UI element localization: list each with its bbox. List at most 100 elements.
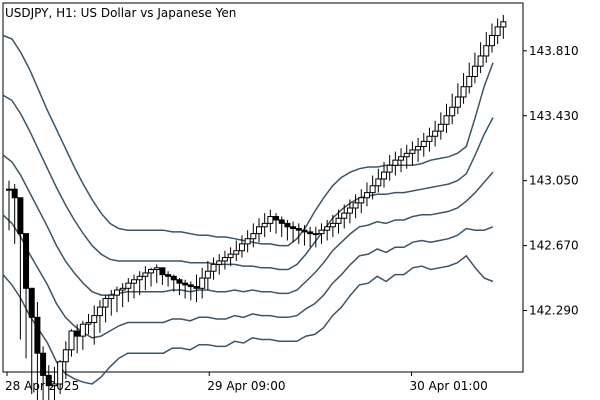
- band-middle: [2, 154, 494, 296]
- candle-body: [454, 96, 461, 108]
- candle-body: [113, 289, 120, 296]
- candle-body: [369, 185, 376, 194]
- candle-body: [142, 272, 149, 277]
- candle-body: [437, 123, 444, 132]
- candle-body: [17, 197, 24, 235]
- candle-body: [494, 26, 501, 36]
- candle-body: [182, 282, 189, 286]
- y-tick-label: 143.430: [529, 109, 579, 123]
- candle-body: [290, 226, 297, 230]
- candle-body: [483, 45, 490, 57]
- candle-body: [443, 115, 450, 125]
- candle-body: [216, 260, 223, 265]
- candle-body: [256, 226, 262, 235]
- candle-body: [409, 149, 416, 154]
- candle-body: [318, 229, 325, 235]
- candle-body: [284, 222, 291, 228]
- candle-body: [91, 315, 98, 323]
- candle-body: [68, 330, 75, 351]
- candle-body: [301, 229, 308, 233]
- candle-body: [415, 146, 422, 151]
- band-upper-1: [2, 94, 494, 271]
- candle-body: [23, 233, 30, 289]
- x-tick-label: 30 Apr 01:00: [409, 379, 487, 393]
- y-tick-label: 143.050: [529, 174, 579, 188]
- candle-body: [466, 75, 473, 88]
- candle-body: [403, 152, 410, 158]
- candle-body: [131, 279, 137, 284]
- candle-body: [204, 270, 211, 279]
- y-tick-label: 143.810: [529, 44, 579, 58]
- candle-body: [329, 222, 336, 228]
- candle-body: [187, 284, 194, 288]
- candle-body: [250, 233, 257, 240]
- y-tick-label: 142.670: [529, 239, 579, 253]
- candle-body: [420, 140, 427, 147]
- candle-body: [148, 269, 155, 274]
- candle-body: [45, 374, 52, 387]
- candle-body: [381, 171, 387, 180]
- candle-body: [170, 275, 177, 281]
- candle-body: [358, 197, 365, 204]
- candle-body: [28, 287, 35, 318]
- candle-body: [62, 349, 69, 363]
- candle-body: [312, 233, 319, 236]
- candle-body: [426, 135, 433, 142]
- candle-body: [398, 156, 405, 161]
- candle-body: [6, 188, 12, 191]
- x-tick-label: 29 Apr 09:00: [207, 379, 285, 393]
- candle-body: [386, 164, 393, 173]
- candle-body: [244, 238, 251, 245]
- candle-body: [278, 219, 285, 224]
- candle-body: [238, 243, 245, 252]
- candle-body: [79, 323, 86, 337]
- candle-body: [375, 178, 382, 187]
- candle-body: [96, 306, 103, 317]
- candle-body: [165, 274, 172, 277]
- candle-body: [352, 202, 359, 209]
- plot-frame: [2, 2, 524, 373]
- candle-body: [267, 216, 274, 224]
- candle-body: [119, 287, 126, 291]
- band-lower-2: [2, 254, 494, 385]
- candle-body: [449, 106, 456, 117]
- candle-body: [233, 250, 240, 255]
- candle-body: [363, 192, 370, 199]
- candle-body: [51, 383, 58, 387]
- candle-body: [227, 253, 234, 259]
- candle-body: [153, 267, 160, 270]
- candle-body: [346, 207, 353, 214]
- candle-body: [210, 263, 217, 272]
- candle-body: [193, 286, 200, 289]
- candle-body: [460, 86, 467, 98]
- candle-body: [74, 330, 81, 337]
- candle-body: [159, 267, 166, 276]
- candle-body: [295, 228, 302, 231]
- chart-title: USDJPY, H1: US Dollar vs Japanese Yen: [5, 6, 237, 20]
- candle-body: [471, 65, 478, 77]
- candle-body: [488, 34, 495, 47]
- candle-body: [85, 321, 92, 325]
- candle-body: [34, 316, 41, 354]
- candle-body: [273, 216, 280, 221]
- candle-body: [11, 188, 18, 199]
- candle-body: [341, 212, 348, 219]
- y-tick-label: 142.290: [529, 304, 579, 318]
- candle-body: [40, 352, 47, 376]
- x-tick-label: 28 Apr 2025: [5, 379, 79, 393]
- candle-body: [136, 275, 143, 281]
- candle-body: [335, 217, 342, 224]
- candle-body: [500, 21, 507, 28]
- candle-body: [307, 231, 314, 235]
- candle-body: [221, 257, 228, 262]
- candle-body: [125, 282, 132, 289]
- candle-body: [261, 222, 268, 228]
- candle-body: [392, 159, 399, 166]
- candle-body: [108, 294, 115, 300]
- candle-body: [199, 277, 206, 289]
- candle-body: [176, 279, 183, 284]
- candle-body: [102, 298, 109, 308]
